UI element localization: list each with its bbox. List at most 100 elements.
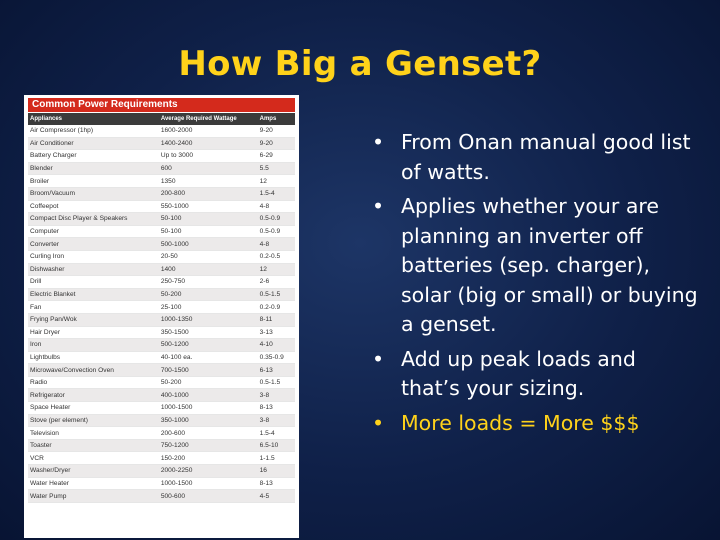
wattage-cell: 1000-1500 — [158, 401, 258, 415]
appliance-cell: Electric Blanket — [28, 288, 159, 302]
amps-cell: 0.5-0.9 — [257, 212, 295, 226]
table-row: VCR 150-200 1-1.5 — [28, 451, 295, 466]
appliance-cell: Coffeepot — [28, 200, 159, 214]
amps-cell: 1.5-4 — [257, 187, 295, 201]
table-body: Air Compressor (1hp) 1600-2000 9-20 Air Con… — [28, 125, 295, 503]
amps-cell: 4-5 — [257, 489, 295, 503]
appliance-cell: Broiler — [28, 174, 159, 188]
appliance-cell: Television — [28, 426, 159, 440]
appliance-cell: Microwave/Convection Oven — [28, 363, 159, 377]
appliance-cell: Computer — [28, 225, 159, 239]
table-row: Radio 50-200 0.5-1.5 — [28, 376, 295, 390]
wattage-cell: 1000-1500 — [158, 477, 258, 491]
amps-cell: 16 — [257, 464, 295, 478]
amps-cell: 0.35-0.9 — [257, 351, 295, 365]
wattage-cell: 350-1500 — [158, 326, 258, 340]
table-row: Television 200-600 1.5-4 — [28, 426, 295, 440]
wattage-cell: 500-1000 — [158, 237, 258, 251]
appliance-cell: Curling Iron — [28, 250, 159, 264]
table-row: Computer 50-100 0.5-0.9 — [28, 225, 295, 239]
amps-cell: 4-8 — [257, 237, 295, 251]
appliance-cell: Air Compressor (1hp) — [28, 125, 159, 138]
table-row: Drill 250-750 2-6 — [28, 275, 295, 289]
amps-cell: 2-6 — [257, 275, 295, 289]
appliance-cell: Space Heater — [28, 401, 159, 415]
amps-cell: 8-13 — [257, 401, 295, 415]
table-row: Blender 600 5.5 — [28, 162, 295, 176]
amps-cell: 1-1.5 — [257, 451, 295, 466]
table-banner: Common Power Requirements — [28, 98, 295, 112]
bullet-item: • From Onan manual good list of watts. — [368, 128, 698, 187]
amps-cell: 3-8 — [257, 414, 295, 428]
amps-cell: 1.5-4 — [257, 426, 295, 440]
appliance-cell: Washer/Dryer — [28, 464, 159, 478]
bullet-item: • Applies whether your are planning an i… — [368, 192, 698, 340]
amps-cell: 9-20 — [257, 137, 295, 151]
appliance-cell: Radio — [28, 376, 159, 390]
amps-cell: 4-8 — [257, 200, 295, 214]
appliance-cell: Blender — [28, 162, 159, 176]
bullet-text: From Onan manual good list of watts. — [401, 130, 691, 184]
wattage-cell: 2000-2250 — [158, 464, 258, 478]
wattage-cell: Up to 3000 — [158, 149, 258, 163]
appliance-cell: Fan — [28, 300, 159, 314]
appliance-cell: Broom/Vacuum — [28, 187, 159, 201]
appliance-cell: Iron — [28, 338, 159, 352]
table-row: Broiler 1350 12 — [28, 174, 295, 188]
appliance-cell: Converter — [28, 237, 159, 251]
table-row: Air Conditioner 1400-2400 9-20 — [28, 137, 295, 151]
wattage-cell: 500-1200 — [158, 338, 258, 352]
appliance-cell: Drill — [28, 275, 159, 289]
amps-cell: 0.5-1.5 — [257, 288, 295, 302]
bullet-dot-icon: • — [371, 410, 385, 435]
amps-cell: 6.5-10 — [257, 439, 295, 453]
appliance-cell: VCR — [28, 451, 159, 466]
wattage-cell: 400-1000 — [158, 388, 258, 403]
appliance-cell: Refrigerator — [28, 388, 159, 403]
appliance-cell: Frying Pan/Wok — [28, 313, 159, 327]
table-row: Broom/Vacuum 200-800 1.5-4 — [28, 187, 295, 201]
table-row: Lightbulbs 40-100 ea. 0.35-0.9 — [28, 351, 295, 365]
wattage-cell: 50-200 — [158, 288, 258, 302]
table-header-row: Appliances Average Required Wattage Amps — [28, 113, 295, 125]
table-row: Space Heater 1000-1500 8-13 — [28, 401, 295, 415]
table-row: Air Compressor (1hp) 1600-2000 9-20 — [28, 125, 295, 138]
wattage-cell: 200-600 — [158, 426, 258, 440]
appliance-cell: Dishwasher — [28, 263, 159, 277]
table-row: Microwave/Convection Oven 700-1500 6-13 — [28, 363, 295, 377]
wattage-cell: 50-100 — [158, 212, 258, 226]
bullet-dot-icon: • — [371, 130, 385, 154]
amps-cell: 8-11 — [257, 313, 295, 327]
wattage-cell: 750-1200 — [158, 439, 258, 453]
wattage-cell: 250-750 — [158, 275, 258, 289]
table-row: Stove (per element) 350-1000 3-8 — [28, 414, 295, 428]
table-row: Hair Dryer 350-1500 3-13 — [28, 326, 295, 340]
table-row: Fan 25-100 0.2-0.9 — [28, 300, 295, 314]
bullet-text: Add up peak loads and that’s your sizing… — [401, 346, 636, 401]
bullet-item-highlight: • More loads = More $$$ — [368, 409, 698, 439]
amps-cell: 0.5-0.9 — [257, 225, 295, 239]
column-header: Amps — [257, 113, 295, 125]
appliance-cell: Toaster — [28, 439, 159, 453]
wattage-cell: 40-100 ea. — [158, 351, 258, 365]
appliance-cell: Lightbulbs — [28, 351, 159, 365]
table-row: Electric Blanket 50-200 0.5-1.5 — [28, 288, 295, 302]
appliance-cell: Air Conditioner — [28, 137, 159, 151]
wattage-cell: 350-1000 — [158, 414, 258, 428]
power-requirements-table-image: Common Power Requirements Appliances Ave… — [24, 95, 299, 538]
bullet-dot-icon: • — [371, 194, 385, 218]
table-row: Battery Charger Up to 3000 6-29 — [28, 149, 295, 163]
slide-title: How Big a Genset? — [178, 44, 542, 84]
wattage-cell: 1000-1350 — [158, 313, 258, 327]
bullet-text: Applies whether your are planning an inv… — [401, 194, 698, 336]
table-row: Curling Iron 20-50 0.2-0.5 — [28, 250, 295, 264]
wattage-cell: 1600-2000 — [158, 125, 258, 138]
wattage-cell: 50-200 — [158, 376, 258, 390]
table-row: Frying Pan/Wok 1000-1350 8-11 — [28, 313, 295, 327]
wattage-cell: 200-800 — [158, 187, 258, 201]
table-row: Converter 500-1000 4-8 — [28, 237, 295, 251]
appliance-cell: Stove (per element) — [28, 414, 159, 428]
table-row: Iron 500-1200 4-10 — [28, 338, 295, 352]
wattage-cell: 25-100 — [158, 300, 258, 314]
table-row: Toaster 750-1200 6.5-10 — [28, 439, 295, 453]
